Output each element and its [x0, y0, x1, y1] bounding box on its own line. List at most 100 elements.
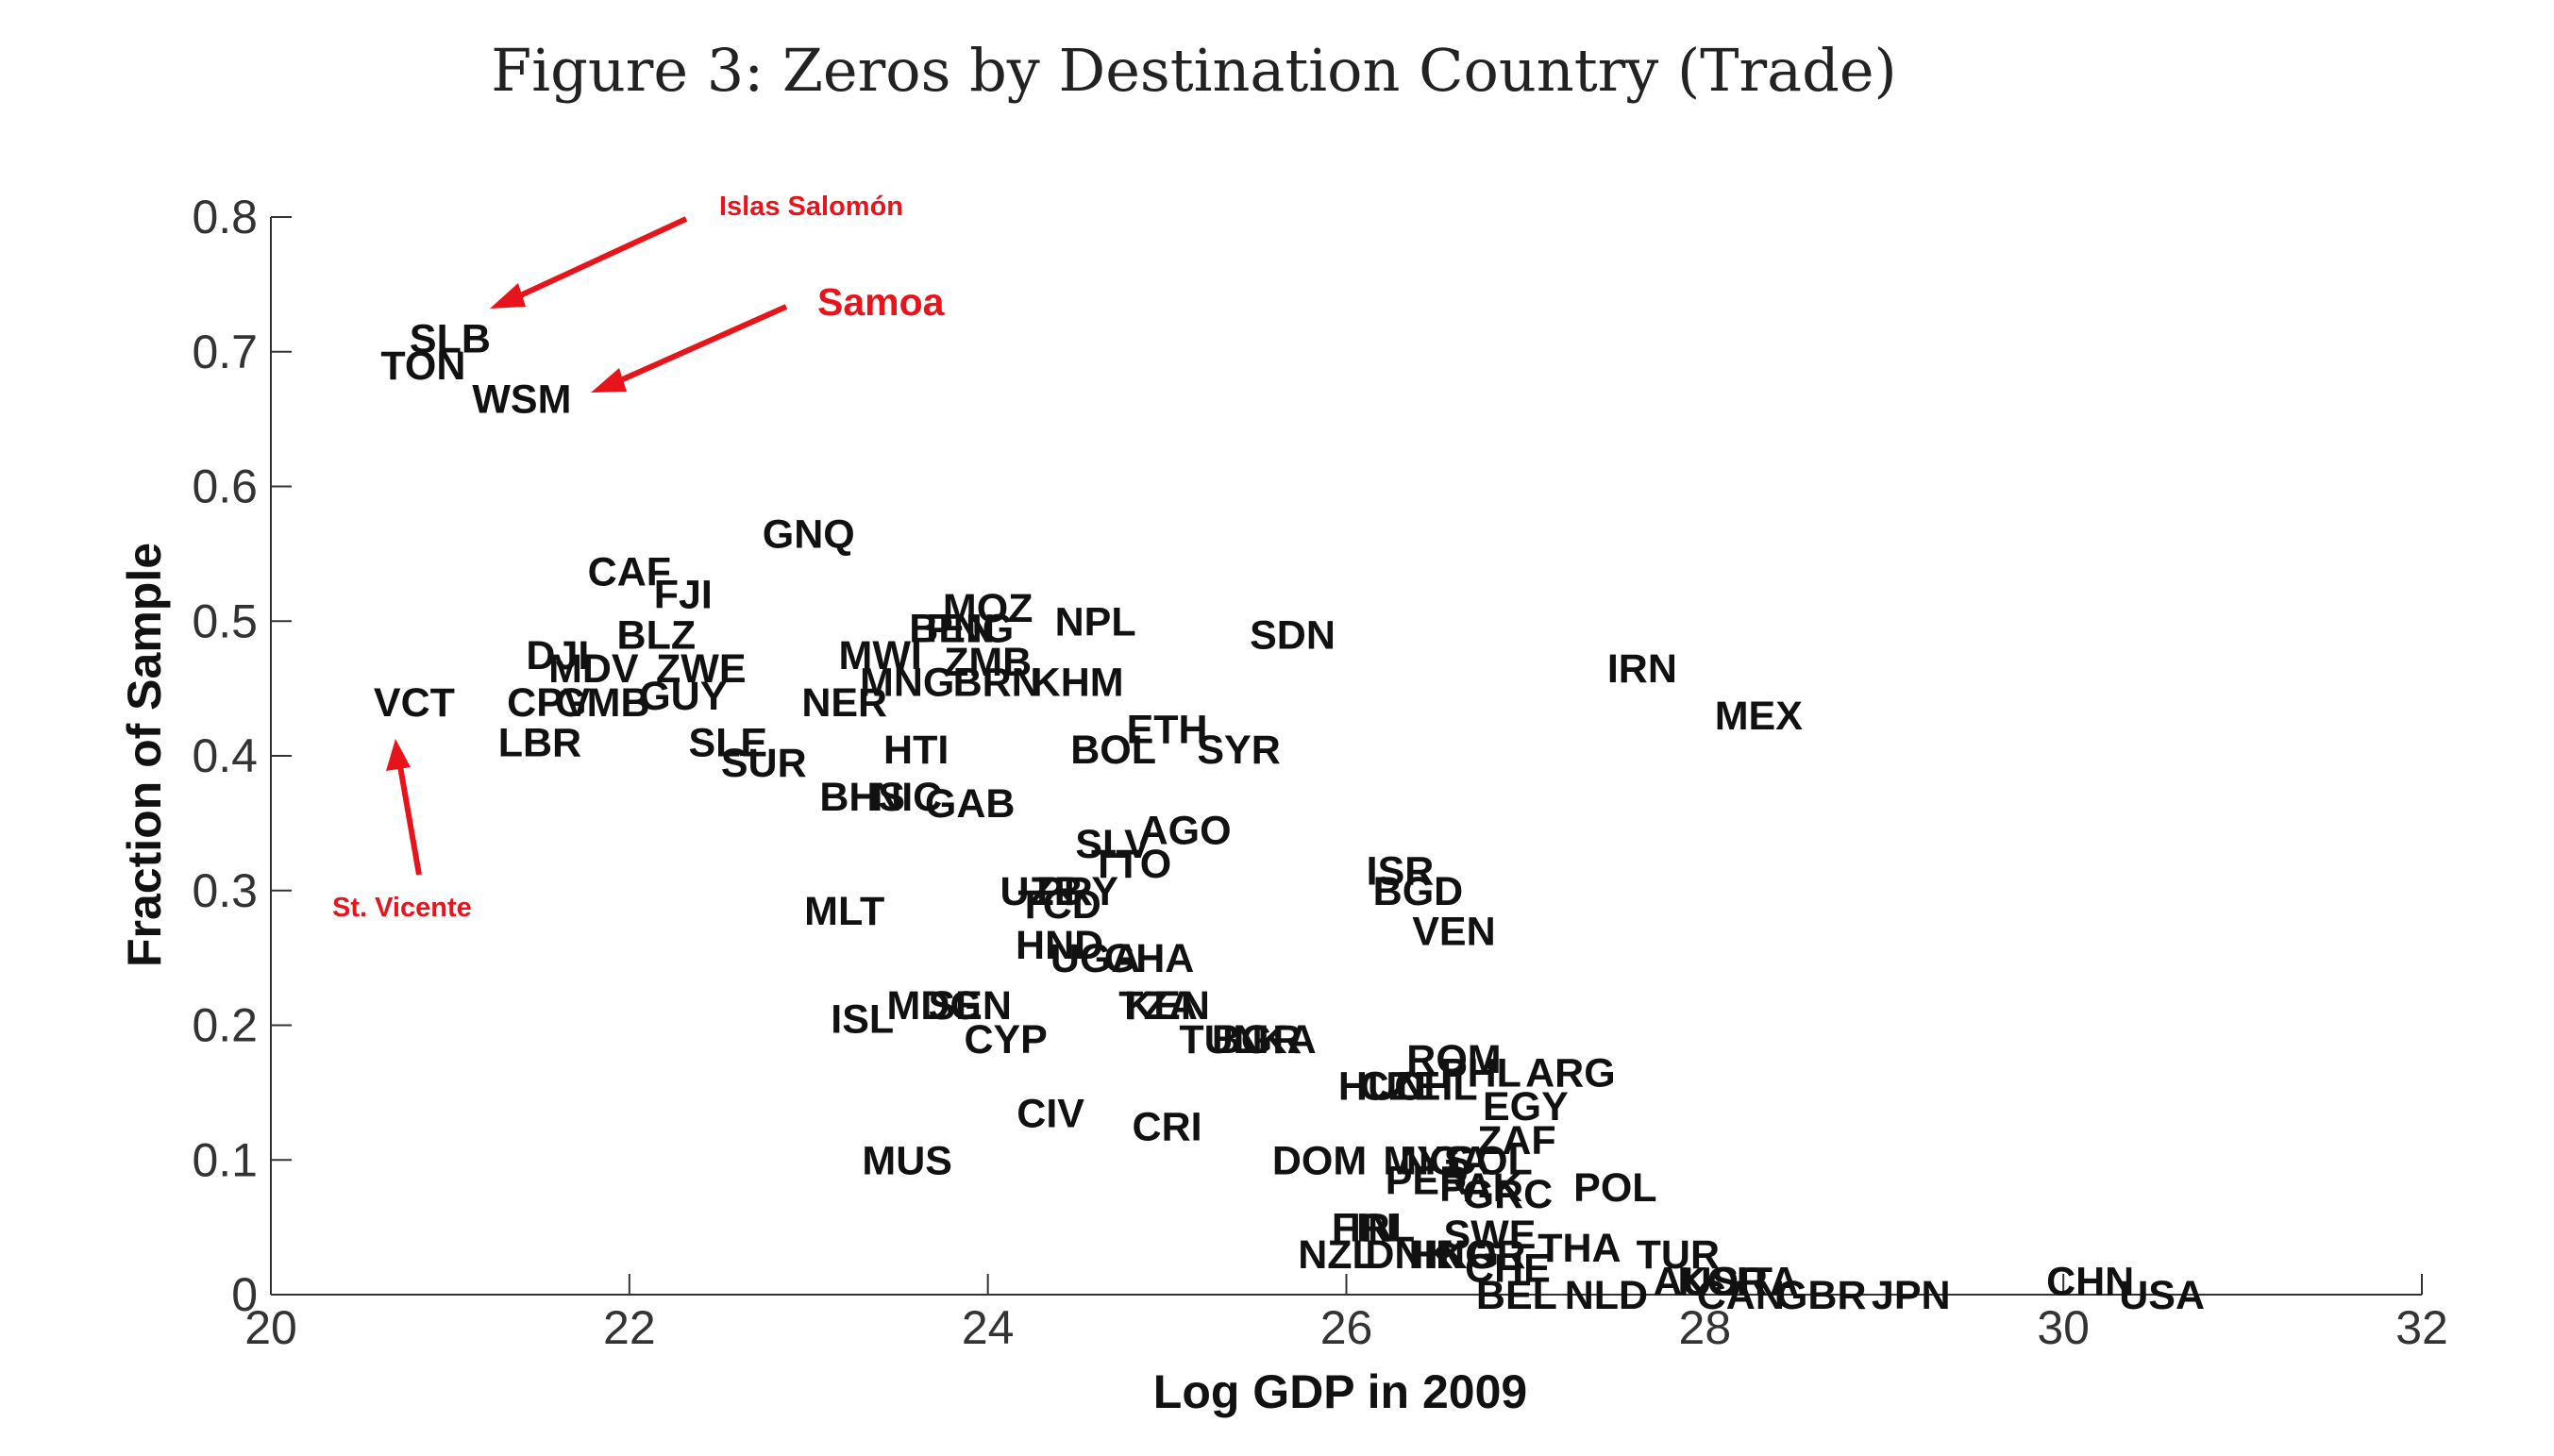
- point-label-egy: EGY: [1483, 1084, 1569, 1130]
- arrow-islas-salomon-head: [490, 283, 526, 309]
- point-label-nld: NLD: [1565, 1273, 1648, 1318]
- point-label-mex: MEX: [1715, 694, 1804, 739]
- axes: [270, 217, 2422, 1296]
- point-label-swe: SWE: [1443, 1213, 1536, 1258]
- point-label-khm: KHM: [1032, 660, 1124, 705]
- point-label-hti: HTI: [883, 728, 949, 773]
- point-label-per: PER: [1386, 1159, 1469, 1204]
- point-label-syr: SYR: [1197, 728, 1280, 773]
- annotations: Islas Salomón Samoa St. Vicente: [332, 192, 946, 923]
- point-label-col: COL: [1447, 1138, 1533, 1183]
- x-tick-label: 20: [244, 1301, 297, 1354]
- y-tick-label: 0.5: [192, 594, 258, 647]
- point-label-bel: BEL: [1476, 1273, 1557, 1318]
- point-label-chl: CHL: [1394, 1064, 1477, 1110]
- point-label-usa: USA: [2119, 1273, 2205, 1318]
- point-label-bhs: BHS: [819, 775, 905, 820]
- point-label-tun: TUN: [1179, 1017, 1262, 1063]
- point-label-cpv: CPV: [507, 680, 591, 726]
- point-label-che: CHE: [1465, 1246, 1551, 1291]
- point-label-mus: MUS: [862, 1138, 952, 1183]
- point-label-bol: BOL: [1070, 728, 1156, 773]
- point-label-grc: GRC: [1463, 1172, 1554, 1217]
- y-tick-label: 0.3: [192, 864, 258, 917]
- arrow-st-vicente-shaft: [397, 765, 422, 876]
- point-label-tha: THA: [1537, 1226, 1621, 1271]
- y-tick-label: 0.1: [192, 1133, 258, 1186]
- point-label-gha: GHA: [1104, 936, 1195, 981]
- point-label-hnd: HND: [1016, 923, 1103, 968]
- annotation-st-vicente: St. Vicente: [332, 893, 472, 923]
- point-label-slv: SLV: [1075, 822, 1151, 867]
- point-label-arg: ARG: [1525, 1050, 1616, 1096]
- point-label-eth: ETH: [1127, 707, 1208, 752]
- point-label-zmb: ZMB: [944, 640, 1032, 685]
- point-label-mwi: MWI: [839, 633, 922, 678]
- point-label-sdn: SDN: [1250, 613, 1336, 659]
- point-label-isr: ISR: [1367, 848, 1435, 894]
- point-label-sen: SEN: [928, 983, 1011, 1029]
- point-label-hun: HUN: [1338, 1064, 1426, 1110]
- point-label-nic: NIC: [872, 775, 942, 820]
- point-label-cri: CRI: [1133, 1105, 1202, 1150]
- point-label-zwe: ZWE: [656, 646, 747, 692]
- point-label-pol: POL: [1573, 1165, 1656, 1211]
- annotation-islas-salomon: Islas Salomón: [719, 192, 903, 222]
- point-label-dom: DOM: [1272, 1138, 1367, 1183]
- point-label-nga: NGA: [1400, 1138, 1490, 1183]
- point-label-lka: LKA: [1233, 1017, 1316, 1063]
- point-label-gmb: GMB: [555, 680, 649, 726]
- point-label-dnk: DNK: [1365, 1232, 1453, 1278]
- y-tick-label: 0.6: [192, 460, 258, 513]
- figure-title: Figure 3: Zeros by Destination Country (…: [491, 36, 1897, 105]
- point-label-nzl: NZL: [1298, 1232, 1377, 1278]
- point-label-jpn: JPN: [1872, 1273, 1951, 1318]
- point-label-gbr: GBR: [1776, 1273, 1867, 1318]
- point-label-tto: TTO: [1091, 842, 1171, 887]
- point-label-mys: MYS: [1383, 1138, 1470, 1183]
- point-label-hkg: HKG: [1409, 1232, 1500, 1278]
- point-label-slb: SLB: [410, 316, 491, 361]
- arrow-samoa-shaft: [614, 304, 788, 385]
- point-label-ven: VEN: [1412, 910, 1495, 955]
- point-label-aus: AUS: [1653, 1260, 1739, 1305]
- point-label-mlt: MLT: [804, 889, 884, 934]
- point-label-pak: PAK: [1439, 1165, 1522, 1211]
- point-label-moz: MOZ: [943, 586, 1033, 631]
- point-label-ben: BEN: [909, 606, 995, 651]
- point-label-phl: PHL: [1440, 1050, 1521, 1096]
- point-label-ner: NER: [801, 680, 887, 726]
- point-label-isl: ISL: [831, 996, 894, 1042]
- x-tick-label: 30: [2037, 1301, 2090, 1354]
- point-label-wsm: WSM: [472, 377, 571, 423]
- x-tick-label: 22: [603, 1301, 656, 1354]
- point-label-vct: VCT: [374, 680, 455, 726]
- ticks: 20 22 24 26 28 30 32 0 0.1 0.2 0.3 0.4 0.5 0.6 0.7 0.8: [192, 191, 2447, 1354]
- point-label-bgd: BGD: [1373, 869, 1464, 914]
- point-label-uzb: UZB: [1000, 869, 1083, 914]
- point-label-cze: CZE: [1359, 1064, 1440, 1110]
- x-tick-label: 26: [1320, 1301, 1373, 1354]
- point-label-ita: ITA: [1737, 1260, 1799, 1305]
- point-label-mdg: MDG: [887, 983, 982, 1029]
- point-label-tur: TUR: [1637, 1232, 1720, 1278]
- point-label-npl: NPL: [1055, 599, 1136, 644]
- point-label-caf: CAF: [588, 549, 671, 594]
- point-label-civ: CIV: [1017, 1091, 1084, 1136]
- point-label-fin: FIN: [1332, 1206, 1397, 1251]
- point-label-png: PNG: [926, 606, 1014, 651]
- x-tick-label: 28: [1679, 1301, 1732, 1354]
- point-label-pry: PRY: [1036, 869, 1118, 914]
- point-label-dji: DJI: [526, 633, 589, 678]
- point-label-chn: CHN: [2046, 1260, 2134, 1305]
- point-label-bgr: BGR: [1212, 1017, 1302, 1063]
- x-tick-label: 24: [962, 1301, 1015, 1354]
- point-label-irl: IRL: [1350, 1206, 1415, 1251]
- x-tick-label: 32: [2395, 1301, 2448, 1354]
- point-label-sur: SUR: [721, 741, 807, 786]
- point-label-mng: MNG: [860, 660, 954, 705]
- point-label-irn: IRN: [1607, 646, 1677, 692]
- point-label-cyp: CYP: [964, 1017, 1047, 1063]
- point-label-sle: SLE: [688, 721, 767, 766]
- y-tick-label: 0.4: [192, 729, 258, 782]
